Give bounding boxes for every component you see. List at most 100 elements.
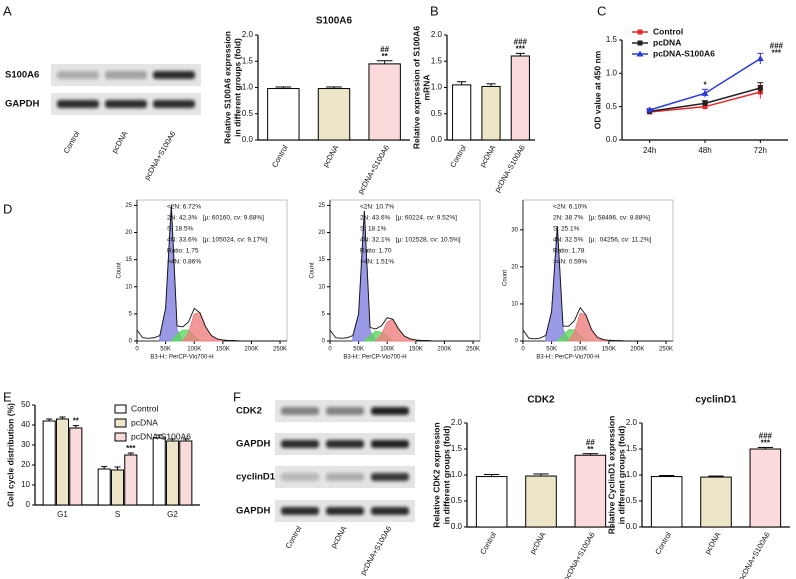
x-tick-label: pcDNA bbox=[528, 530, 548, 555]
point bbox=[646, 106, 654, 113]
legend-marker bbox=[636, 50, 644, 57]
x-axis-label: B3-H:: PerCP-Vio700-H bbox=[343, 355, 406, 361]
y-tick-label: 20 bbox=[21, 460, 30, 469]
stat-line: <2N: 6.10% bbox=[553, 204, 587, 211]
y-axis-label: Count bbox=[310, 262, 316, 278]
y-tick-label: 0 bbox=[129, 339, 133, 345]
y-tick-label: 10 bbox=[318, 284, 325, 290]
fit-area bbox=[567, 312, 609, 342]
y-tick-label: 0.0 bbox=[431, 135, 443, 144]
bar bbox=[368, 63, 401, 141]
bar bbox=[165, 440, 180, 506]
significance: *** bbox=[126, 444, 136, 453]
blot-row-label: CDK2 bbox=[236, 406, 262, 417]
x-tick-label: S bbox=[115, 510, 120, 519]
x-tick-label: Control bbox=[478, 530, 498, 556]
stat-line: >4N: 0.59% bbox=[553, 259, 587, 266]
y-axis-label: in different groups (fold) bbox=[232, 38, 242, 137]
blot-band bbox=[371, 473, 409, 481]
stat-line: S: 25.1% bbox=[553, 226, 580, 233]
blot-band bbox=[57, 71, 99, 79]
y-tick-label: 1.5 bbox=[606, 35, 618, 44]
blot-lane-label: Control bbox=[284, 524, 304, 550]
x-tick-label: 0 bbox=[521, 347, 525, 353]
x-tick-label: G2 bbox=[167, 510, 178, 519]
significance: ## bbox=[586, 438, 595, 447]
blot-band bbox=[281, 407, 319, 415]
x-tick-label: 200K bbox=[630, 347, 644, 353]
bar bbox=[179, 440, 193, 506]
blot-band bbox=[371, 507, 409, 515]
bar bbox=[574, 454, 607, 528]
y-tick-label: 1.0 bbox=[606, 68, 618, 77]
y-tick-label: 0 bbox=[26, 500, 31, 509]
fit-area bbox=[374, 318, 417, 342]
bar bbox=[97, 468, 111, 506]
x-axis-label: B3-H:: PerCP-Vio700-H bbox=[536, 355, 599, 361]
panel-label: A bbox=[3, 3, 12, 18]
y-tick-label: 1.5 bbox=[626, 444, 638, 453]
y-tick-label: 2.0 bbox=[431, 30, 443, 39]
y-tick-label: 1.0 bbox=[626, 470, 638, 479]
panel-label: D bbox=[3, 201, 12, 216]
significance: ### bbox=[759, 432, 773, 441]
stat-line: S: 18.5% bbox=[167, 226, 194, 233]
x-tick-label: Control bbox=[448, 143, 468, 169]
stat-line: 2N: 38.7% [µ: 58496, cv: 8.88%] bbox=[553, 215, 650, 222]
blot-band bbox=[281, 473, 319, 481]
stat-line: <2N: 6.72% bbox=[167, 204, 201, 211]
x-tick-label: 0 bbox=[328, 347, 332, 353]
y-tick-label: 2.0 bbox=[626, 418, 638, 427]
y-tick-label: 0.0 bbox=[451, 522, 463, 531]
stat-line: Ratio: 1.75 bbox=[167, 248, 199, 255]
y-axis-label: Count bbox=[503, 270, 509, 286]
y-tick-label: 15 bbox=[318, 257, 325, 263]
bar bbox=[452, 84, 472, 141]
y-tick-label: 15 bbox=[125, 257, 132, 263]
significance: ** bbox=[382, 52, 389, 61]
y-tick-label: 0.5 bbox=[451, 496, 463, 505]
stat-line: 2N: 42.3% [µ: 60160, cv: 9.68%] bbox=[167, 215, 264, 222]
blot-band bbox=[57, 100, 99, 108]
panel-label: F bbox=[233, 389, 241, 404]
blot-band bbox=[281, 440, 319, 448]
x-tick-label: 250K bbox=[659, 347, 673, 353]
x-tick-label: 100K bbox=[380, 347, 394, 353]
y-tick-label: 0.5 bbox=[606, 102, 618, 111]
y-tick-label: 30 bbox=[511, 227, 518, 233]
y-tick-label: 40 bbox=[21, 420, 30, 429]
y-tick-label: 20 bbox=[318, 230, 325, 236]
y-tick-label: 5 bbox=[322, 311, 326, 317]
blot-band bbox=[326, 473, 364, 481]
x-tick-label: 150K bbox=[602, 347, 616, 353]
bar bbox=[110, 469, 125, 506]
bar bbox=[152, 437, 166, 506]
point bbox=[702, 100, 708, 106]
chart-title: CDK2 bbox=[527, 395, 555, 406]
x-tick-label: 250K bbox=[466, 347, 480, 353]
stat-line: 4N: 33.6% [µ: 105024, cv: 9.17%] bbox=[167, 237, 268, 244]
x-tick-label: pcDNA bbox=[703, 530, 723, 555]
blot-row-label: GAPDH bbox=[236, 439, 270, 450]
significance: *** bbox=[772, 48, 782, 57]
x-tick-label: pcDNA+S100A6 bbox=[562, 530, 597, 579]
point bbox=[702, 104, 708, 110]
legend-label: pcDNA bbox=[131, 417, 158, 427]
blot-lane-label: pcDNA+S100A6 bbox=[358, 524, 393, 576]
stat-line: 4N: 32.1% [µ: 102528, cv: 10.5%] bbox=[360, 237, 461, 244]
y-tick-label: 5 bbox=[129, 311, 133, 317]
stat-line: Ratio: 1.70 bbox=[360, 248, 392, 255]
blot-band bbox=[105, 71, 147, 79]
y-tick-label: 10 bbox=[511, 302, 518, 308]
x-tick-label: Control bbox=[653, 530, 673, 556]
y-tick-label: 0 bbox=[322, 339, 326, 345]
bar bbox=[124, 454, 138, 506]
y-tick-label: 0.0 bbox=[242, 135, 254, 144]
bar bbox=[525, 475, 557, 528]
x-tick-label: 24h bbox=[643, 146, 656, 155]
y-tick-label: 2.0 bbox=[451, 418, 463, 427]
point bbox=[757, 85, 763, 91]
legend-label: Control bbox=[653, 26, 683, 36]
legend-label: pcDNA bbox=[653, 37, 681, 47]
y-tick-label: 0.5 bbox=[626, 496, 638, 505]
